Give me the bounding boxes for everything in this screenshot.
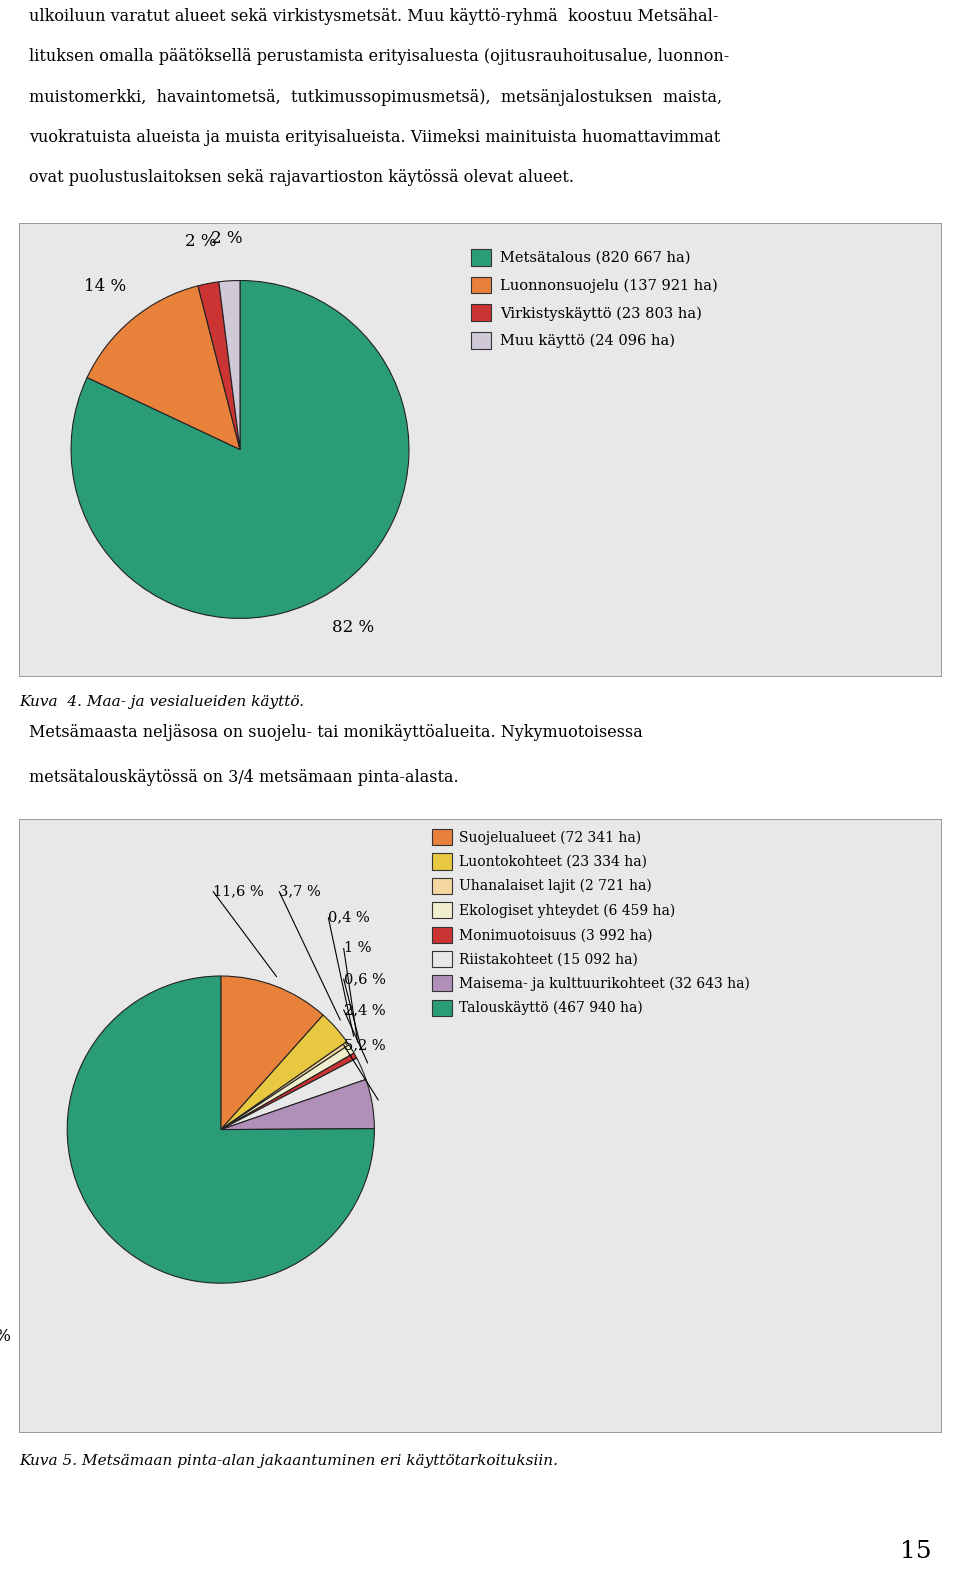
- Text: 15: 15: [900, 1540, 931, 1562]
- Text: Metsämaasta neljäsosa on suojelu- tai monikäyttöalueita. Nykymuotoisessa: Metsämaasta neljäsosa on suojelu- tai mo…: [29, 724, 642, 741]
- Wedge shape: [221, 1058, 366, 1130]
- Wedge shape: [221, 975, 324, 1130]
- Wedge shape: [221, 1015, 347, 1130]
- Text: vuokratuista alueista ja muista erityisalueista. Viimeksi mainituista huomattavi: vuokratuista alueista ja muista erityisa…: [29, 129, 720, 146]
- Text: 2 %: 2 %: [211, 231, 243, 247]
- Text: Kuva  4. Maa- ja vesialueiden käyttö.: Kuva 4. Maa- ja vesialueiden käyttö.: [19, 695, 304, 708]
- Legend: Metsätalous (820 667 ha), Luonnonsuojelu (137 921 ha), Virkistyskäyttö (23 803 h: Metsätalous (820 667 ha), Luonnonsuojelu…: [468, 247, 721, 352]
- Wedge shape: [71, 280, 409, 619]
- Wedge shape: [221, 1045, 354, 1130]
- Text: 14 %: 14 %: [84, 278, 127, 296]
- Text: lituksen omalla päätöksellä perustamista erityisaluesta (ojitusrauhoitusalue, lu: lituksen omalla päätöksellä perustamista…: [29, 48, 729, 65]
- Text: 3,7 %: 3,7 %: [279, 885, 321, 899]
- Text: 82 %: 82 %: [332, 619, 374, 636]
- Text: 2 %: 2 %: [184, 234, 216, 250]
- Wedge shape: [67, 975, 374, 1284]
- Text: Kuva 5. Metsämaan pinta-alan jakaantuminen eri käyttötarkoituksiin.: Kuva 5. Metsämaan pinta-alan jakaantumin…: [19, 1454, 558, 1467]
- Text: ulkoiluun varatut alueet sekä virkistysmetsät. Muu käyttö-ryhmä  koostuu Metsäha: ulkoiluun varatut alueet sekä virkistysm…: [29, 8, 718, 25]
- Text: muistomerkki,  havaintometsä,  tutkimussopimusmetsä),  metsänjalostuksen  maista: muistomerkki, havaintometsä, tutkimussop…: [29, 89, 722, 105]
- Wedge shape: [221, 1079, 374, 1130]
- Text: 0,4 %: 0,4 %: [328, 910, 370, 924]
- Text: 75 %: 75 %: [0, 1328, 11, 1346]
- Text: ovat puolustuslaitoksen sekä rajavartioston käytössä olevat alueet.: ovat puolustuslaitoksen sekä rajavartios…: [29, 169, 574, 186]
- Wedge shape: [221, 1053, 357, 1130]
- Wedge shape: [219, 280, 240, 449]
- Wedge shape: [87, 286, 240, 449]
- Text: 11,6 %: 11,6 %: [213, 885, 264, 899]
- Text: metsätalouskäytössä on 3/4 metsämaan pinta-alasta.: metsätalouskäytössä on 3/4 metsämaan pin…: [29, 770, 459, 786]
- Text: 5,2 %: 5,2 %: [344, 1039, 385, 1052]
- Text: 1 %: 1 %: [344, 942, 372, 955]
- Legend: Suojelualueet (72 341 ha), Luontokohteet (23 334 ha), Uhanalaiset lajit (2 721 h: Suojelualueet (72 341 ha), Luontokohteet…: [429, 826, 753, 1018]
- Wedge shape: [198, 282, 240, 449]
- Text: 2,4 %: 2,4 %: [344, 1002, 385, 1017]
- Text: 0,6 %: 0,6 %: [344, 972, 386, 986]
- Wedge shape: [221, 1042, 348, 1130]
